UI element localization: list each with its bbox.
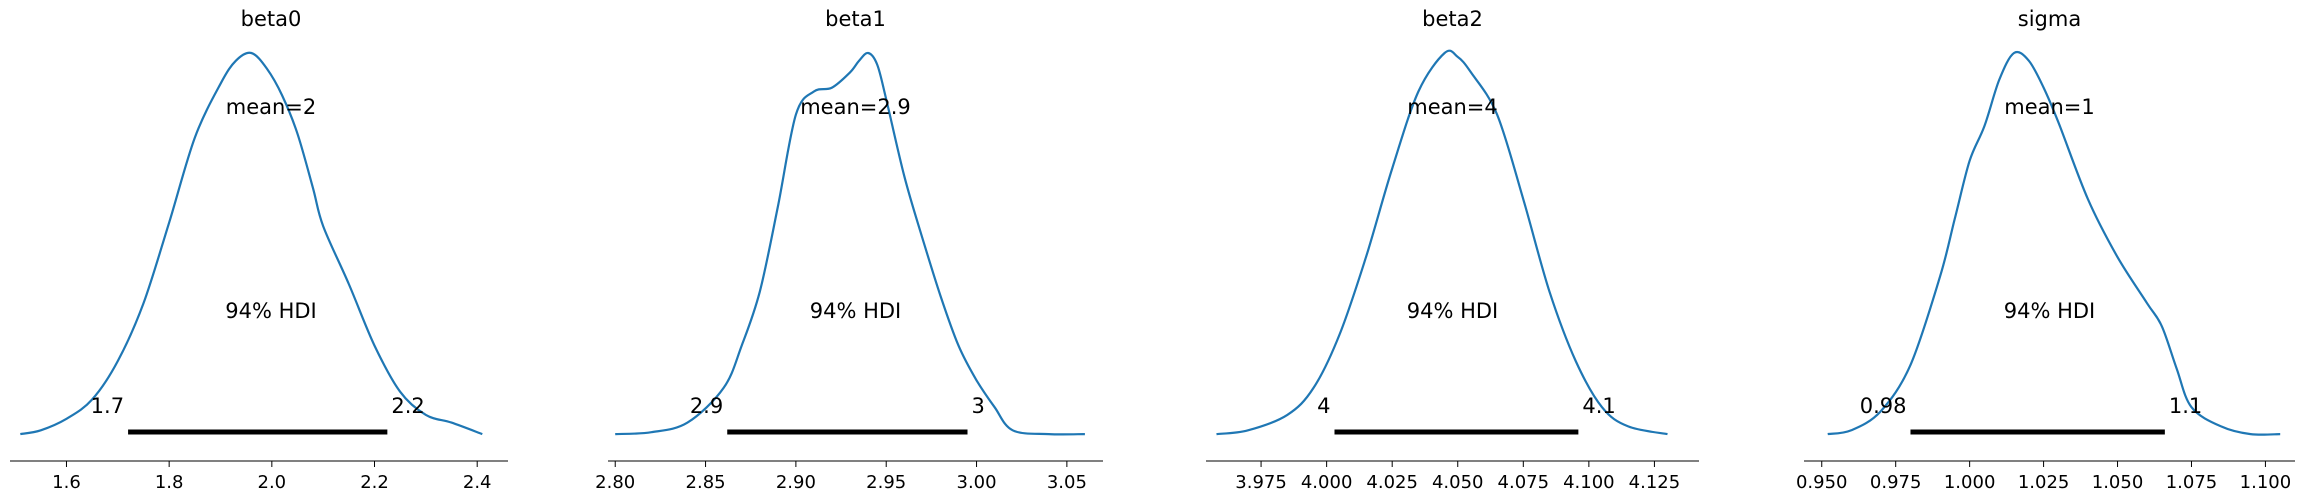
hdi-probability-label: 94% HDI — [810, 299, 902, 323]
x-tick-label: 2.80 — [595, 472, 635, 493]
hdi-probability-label: 94% HDI — [225, 299, 317, 323]
x-tick-label: 1.075 — [2166, 472, 2218, 493]
hdi-upper-label: 3 — [972, 394, 985, 418]
hdi-lower-label: 0.98 — [1860, 394, 1907, 418]
x-tick-label: 2.2 — [360, 472, 389, 493]
density-curve — [20, 51, 483, 436]
density-curve — [1216, 49, 1668, 436]
mean-annotation: mean=2 — [226, 95, 317, 119]
hdi-upper-label: 1.1 — [2169, 394, 2202, 418]
x-tick-label: 1.050 — [2092, 472, 2144, 493]
x-tick-label: 4.100 — [1563, 472, 1615, 493]
panel-title: beta2 — [1422, 7, 1483, 31]
mean-annotation: mean=4 — [1407, 95, 1498, 119]
x-tick-label: 2.4 — [463, 472, 492, 493]
x-tick-label: 4.025 — [1366, 472, 1418, 493]
hdi-upper-label: 4.1 — [1582, 394, 1615, 418]
density-curve — [615, 51, 1085, 436]
panel-title: beta1 — [825, 7, 886, 31]
x-tick-label: 1.100 — [2240, 472, 2292, 493]
x-tick-label: 1.025 — [2018, 472, 2070, 493]
mean-annotation: mean=2.9 — [800, 95, 911, 119]
posterior-panel-sigma: 0.950 0.975 1.000 1.025 1.050 1.075 1.100 0.98 1… — [1796, 7, 2295, 493]
hdi-upper-label: 2.2 — [391, 394, 424, 418]
panel-title: sigma — [2018, 7, 2081, 31]
mean-annotation: mean=1 — [2004, 95, 2095, 119]
hdi-lower-label: 1.7 — [91, 394, 124, 418]
x-tick-label: 3.00 — [957, 472, 997, 493]
x-tick-label: 4.125 — [1629, 472, 1681, 493]
hdi-probability-label: 94% HDI — [1407, 299, 1499, 323]
panel-title: beta0 — [241, 7, 302, 31]
hdi-lower-label: 4 — [1317, 394, 1330, 418]
hdi-lower-label: 2.9 — [690, 394, 723, 418]
x-tick-label: 0.950 — [1796, 472, 1848, 493]
x-tick-label: 1.6 — [52, 472, 81, 493]
x-tick-label: 2.85 — [686, 472, 726, 493]
density-curve — [1827, 50, 2281, 436]
x-tick-label: 2.95 — [866, 472, 906, 493]
x-tick-label: 3.975 — [1235, 472, 1287, 493]
x-tick-label: 2.90 — [776, 472, 816, 493]
x-tick-label: 4.000 — [1301, 472, 1353, 493]
hdi-probability-label: 94% HDI — [2004, 299, 2096, 323]
x-tick-label: 4.050 — [1432, 472, 1484, 493]
posterior-panel-beta0: 1.6 1.8 2.0 2.2 2.4 1.7 2.2 beta0 mean=2 94% HDI — [10, 7, 508, 493]
x-tick-label: 0.975 — [1870, 472, 1922, 493]
x-tick-label: 2.0 — [258, 472, 287, 493]
x-tick-label: 3.05 — [1047, 472, 1087, 493]
x-tick-label: 4.075 — [1498, 472, 1550, 493]
posterior-panel-beta2: 3.975 4.000 4.025 4.050 4.075 4.100 4.125 4 4.1 b… — [1206, 7, 1699, 493]
x-tick-label: 1.000 — [1944, 472, 1996, 493]
x-tick-label: 1.8 — [155, 472, 184, 493]
posterior-panel-beta1: 2.80 2.85 2.90 2.95 3.00 3.05 2.9 3 beta1 mean=2.… — [595, 7, 1103, 493]
